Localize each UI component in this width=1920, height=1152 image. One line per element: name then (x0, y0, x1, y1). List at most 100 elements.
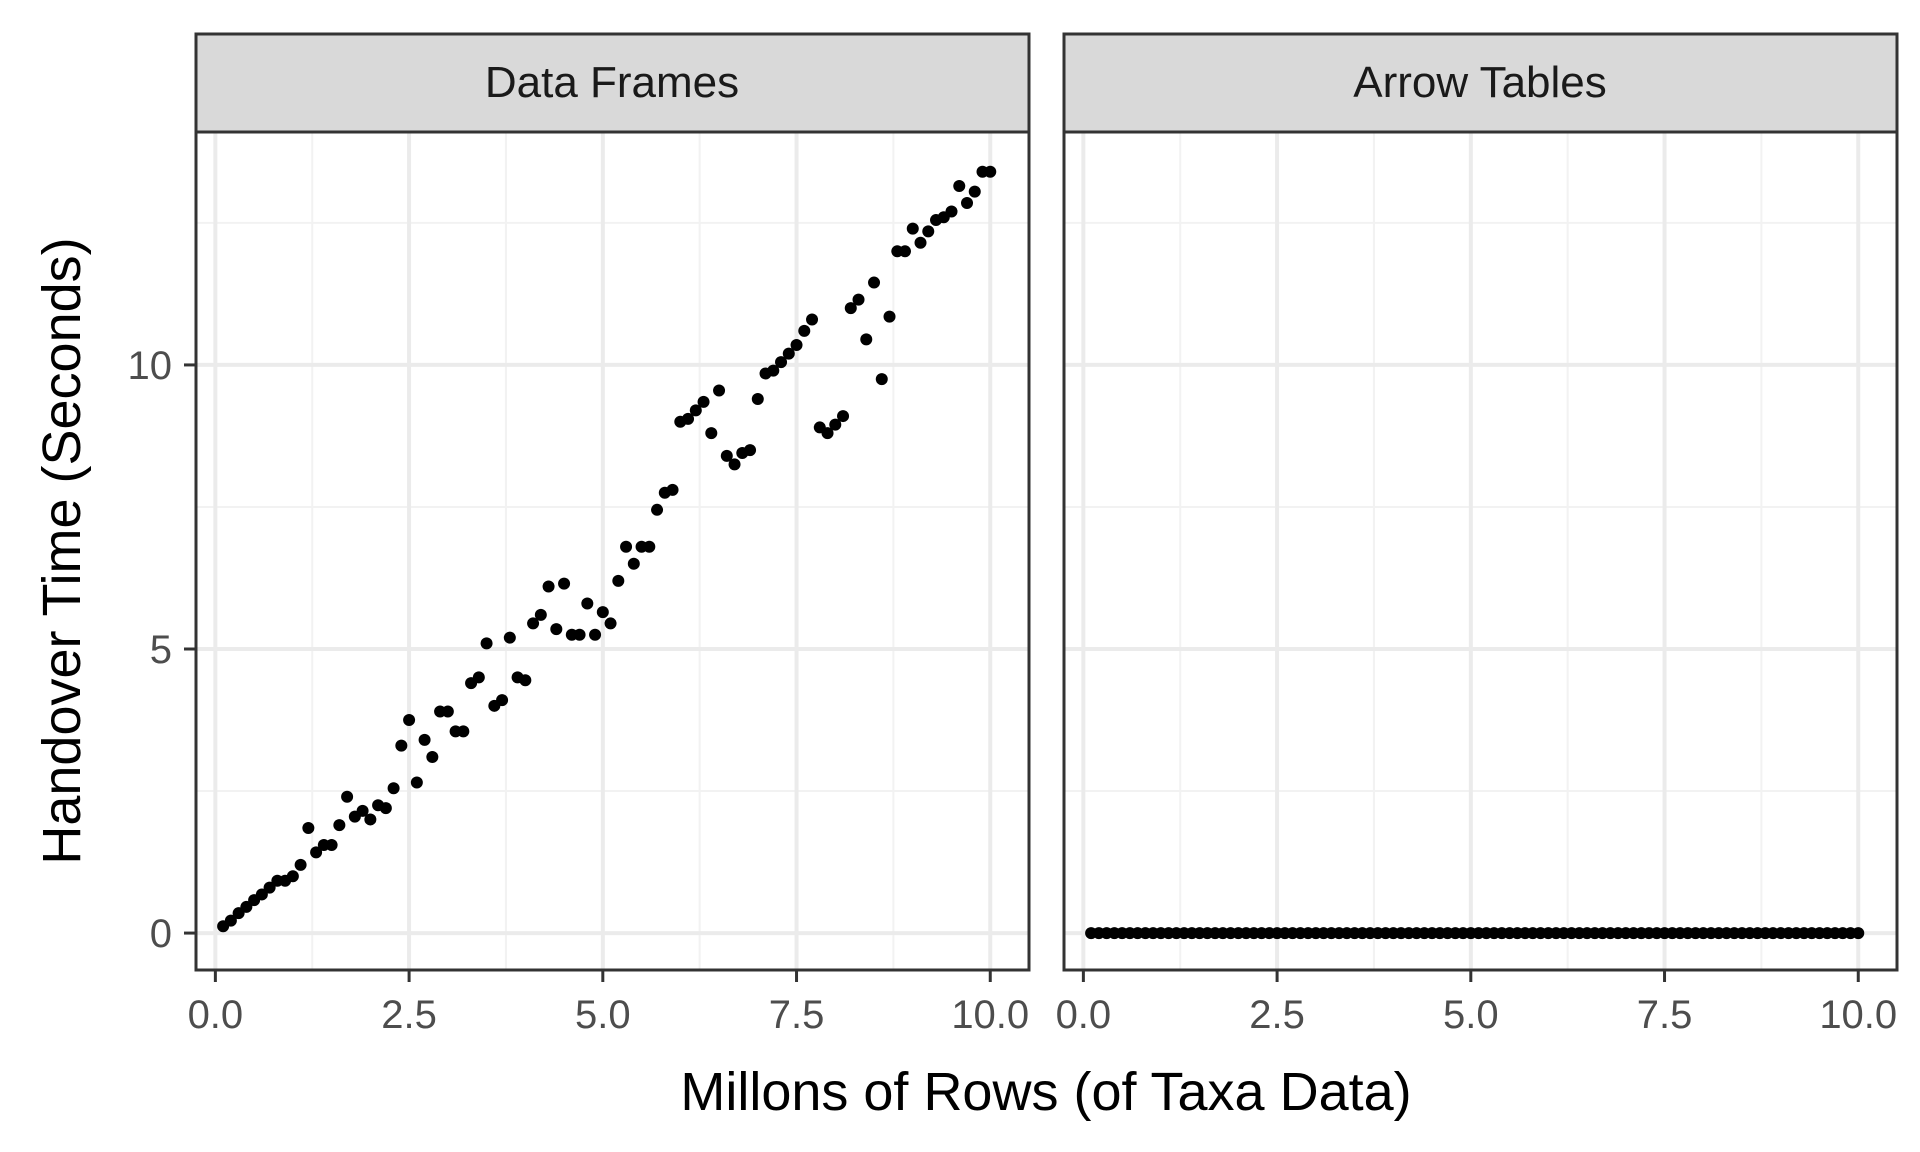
panel-background (1064, 132, 1897, 970)
data-point (480, 637, 493, 650)
data-point (751, 393, 764, 406)
panel-border (1062, 130, 1899, 972)
data-point (224, 914, 237, 927)
data-point (255, 888, 268, 901)
data-point (906, 222, 919, 235)
svg-text:7.5: 7.5 (769, 993, 825, 1037)
data-point (341, 790, 354, 803)
data-point (1852, 927, 1865, 940)
data-point (263, 881, 276, 894)
svg-text:10: 10 (128, 344, 173, 388)
gridlines (196, 132, 1029, 970)
data-point (689, 404, 702, 417)
data-point (860, 333, 873, 346)
data-point (596, 606, 609, 619)
data-point (379, 802, 392, 815)
data-point (534, 608, 547, 621)
data-point (914, 236, 927, 249)
data-point (666, 483, 679, 496)
svg-text:5.0: 5.0 (575, 993, 631, 1037)
strip-label: Arrow Tables (1353, 58, 1607, 107)
data-point (581, 597, 594, 610)
x-axis-ticks: 0.0 2.5 5.0 7.5 10.0 (1056, 970, 1897, 1037)
data-point (395, 739, 408, 752)
data-point (767, 364, 780, 377)
data-point (953, 179, 966, 192)
y-axis-ticks: 0 5 10 (128, 344, 196, 956)
data-point (426, 750, 439, 763)
data-point (558, 577, 571, 590)
data-point (806, 313, 819, 326)
svg-text:5: 5 (150, 628, 172, 672)
panel-border (194, 130, 1031, 972)
strip-label: Data Frames (485, 58, 739, 107)
svg-text:0.0: 0.0 (188, 993, 244, 1037)
data-point (844, 302, 857, 315)
data-point (837, 410, 850, 423)
data-point (720, 449, 733, 462)
data-point (620, 540, 633, 553)
data-point (682, 412, 695, 425)
data-point (441, 705, 454, 718)
data-point (496, 694, 509, 707)
svg-text:7.5: 7.5 (1637, 993, 1693, 1037)
x-axis-title: Millons of Rows (of Taxa Data) (680, 1062, 1411, 1122)
data-point (325, 839, 338, 852)
data-point (403, 714, 416, 727)
data-point (697, 395, 710, 408)
data-point (240, 900, 253, 913)
data-point (922, 225, 935, 238)
data-point (503, 631, 516, 644)
x-axis-ticks: 0.0 2.5 5.0 7.5 10.0 (188, 970, 1029, 1037)
data-point (984, 165, 997, 178)
data-point (519, 674, 532, 687)
svg-text:5.0: 5.0 (1443, 993, 1499, 1037)
facet-data-frames: Data Frames 0.0 2.5 5.0 7.5 10.0 (188, 32, 1031, 1037)
data-point (643, 540, 656, 553)
data-point (852, 293, 865, 306)
data-point (333, 819, 346, 832)
data-point (286, 870, 299, 883)
data-point (294, 858, 307, 871)
data-point (961, 197, 974, 210)
data-point (968, 185, 981, 198)
data-point (387, 782, 400, 795)
data-point (782, 347, 795, 360)
data-point (883, 310, 896, 323)
data-point (775, 356, 788, 369)
data-point (651, 503, 664, 516)
svg-text:10.0: 10.0 (1819, 993, 1897, 1037)
data-point (457, 725, 470, 738)
svg-text:2.5: 2.5 (381, 993, 437, 1037)
data-point (728, 458, 741, 471)
data-point (829, 418, 842, 431)
data-point (790, 339, 803, 352)
data-point (364, 813, 377, 826)
data-point (573, 628, 586, 641)
data-point (310, 846, 323, 859)
svg-text:2.5: 2.5 (1249, 993, 1305, 1037)
y-axis-title: Handover Time (Seconds) (32, 237, 92, 864)
data-point (472, 671, 485, 684)
data-point (418, 733, 431, 746)
data-point (589, 628, 602, 641)
data-point (302, 821, 315, 834)
data-point (798, 324, 811, 337)
data-point (604, 617, 617, 630)
panel-background (196, 132, 1029, 970)
data-point (527, 617, 540, 630)
data-points (217, 165, 997, 933)
data-point (410, 776, 423, 789)
svg-text:10.0: 10.0 (951, 993, 1029, 1037)
data-point (713, 384, 726, 397)
data-point (875, 373, 888, 386)
data-points (1085, 927, 1865, 940)
data-point (356, 804, 369, 817)
strip-background (194, 32, 1031, 134)
data-point (744, 444, 757, 457)
data-point (899, 245, 912, 258)
data-point (612, 574, 625, 587)
data-point (627, 557, 640, 570)
data-point (945, 205, 958, 218)
